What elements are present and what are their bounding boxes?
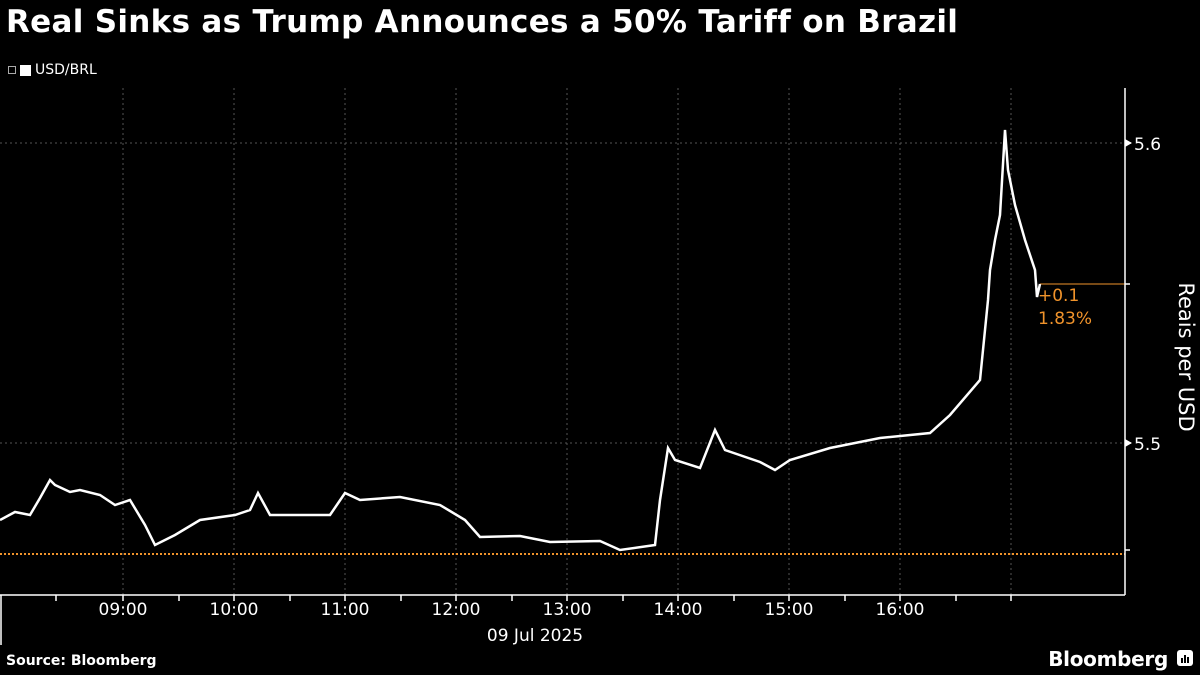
x-tick-label: 11:00 (321, 600, 370, 620)
legend-toggle-icon[interactable] (8, 66, 16, 74)
y-tick-labels: 5.6 5.5 (1125, 135, 1161, 455)
y-axis-label: Reais per USD (1174, 282, 1198, 432)
legend: USD/BRL (8, 62, 97, 78)
grid (0, 88, 1125, 595)
change-value: +0.1 (1038, 286, 1080, 306)
legend-swatch (20, 64, 31, 76)
x-tick-label: 09:00 (99, 600, 148, 620)
x-axis (0, 594, 1125, 645)
x-tick-label: 10:00 (210, 600, 259, 620)
x-tick-label: 16:00 (876, 600, 925, 620)
chart-bars-icon (1177, 650, 1193, 666)
chart-title: Real Sinks as Trump Announces a 50% Tari… (6, 4, 959, 40)
x-date-label: 09 Jul 2025 (487, 626, 583, 646)
y-axis (1124, 88, 1131, 595)
y-tick-label: 5.5 (1134, 435, 1161, 455)
x-tick-label: 14:00 (654, 600, 703, 620)
x-tick-label: 13:00 (543, 600, 592, 620)
brand-logo: Bloomberg (1048, 647, 1168, 671)
source-label: Source: Bloomberg (6, 653, 157, 669)
x-tick-labels: 09:00 10:00 11:00 12:00 13:00 14:00 15:0… (99, 600, 925, 646)
y-tick-label: 5.6 (1134, 135, 1161, 155)
x-tick-label: 15:00 (765, 600, 814, 620)
x-tick-label: 12:00 (432, 600, 481, 620)
change-annotation: +0.1 1.83% (1038, 285, 1092, 331)
change-percent: 1.83% (1038, 309, 1093, 329)
legend-label: USD/BRL (35, 62, 97, 78)
usd-brl-line (0, 129, 1042, 552)
